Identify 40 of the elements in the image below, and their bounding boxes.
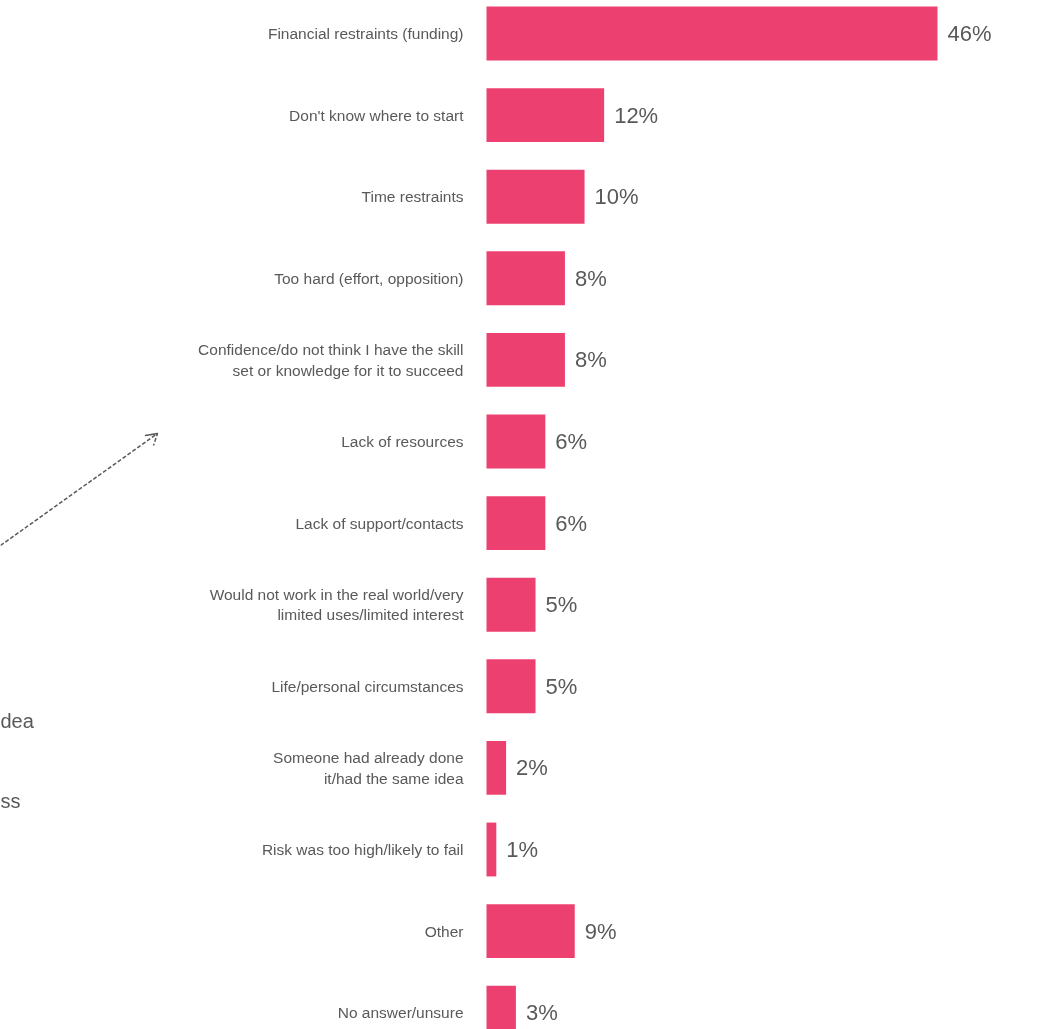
y-tick-label: Confidence/do not think I have the skill set or knowledge for it to succeed xyxy=(198,341,464,379)
y-tick-label: No answer/unsure xyxy=(337,1004,464,1022)
y-tick-label: Life/personal circumstances xyxy=(271,677,464,695)
data-label: 5% xyxy=(545,592,578,618)
bar xyxy=(486,822,497,877)
text: ss xyxy=(0,789,21,812)
data-label: 2% xyxy=(516,755,548,781)
data-label: 6% xyxy=(555,429,588,454)
y-tick-label: Someone had already done it/had the same idea xyxy=(273,749,464,787)
bar xyxy=(486,88,605,143)
data-label: 10% xyxy=(594,184,639,210)
data-label: 9% xyxy=(584,918,617,944)
data-label: 46% xyxy=(947,21,992,46)
data-label: 8% xyxy=(574,265,607,291)
y-tick-label: Risk was too high/likely to fail xyxy=(261,841,464,858)
bar xyxy=(486,414,546,469)
bar xyxy=(486,904,575,959)
data-label: 12% xyxy=(614,102,659,128)
text: dea xyxy=(0,709,35,732)
y-tick-label: Time restraints xyxy=(361,188,464,206)
bar xyxy=(486,577,536,632)
data-label: 5% xyxy=(545,673,578,699)
y-tick-label: Financial restraints (funding) xyxy=(267,25,464,42)
y-tick-label: Other xyxy=(424,922,464,940)
bar xyxy=(486,6,938,61)
bar xyxy=(486,332,565,387)
y-tick-label: Too hard (effort, opposition) xyxy=(274,269,464,287)
bar xyxy=(486,251,565,306)
data-label: 8% xyxy=(574,347,607,373)
data-label: 1% xyxy=(506,837,539,862)
y-tick-label: Don't know where to start xyxy=(289,106,465,124)
bar xyxy=(486,659,536,714)
bar xyxy=(486,496,546,551)
bar xyxy=(486,169,585,224)
bar xyxy=(486,740,507,795)
y-tick-label: Would not work in the real world/very limited uses/limited interest xyxy=(209,586,465,624)
y-tick-label: Lack of support/contacts xyxy=(295,514,464,532)
data-label: 3% xyxy=(525,1000,558,1026)
data-label: 6% xyxy=(555,510,588,536)
y-tick-label: Lack of resources xyxy=(341,433,464,450)
